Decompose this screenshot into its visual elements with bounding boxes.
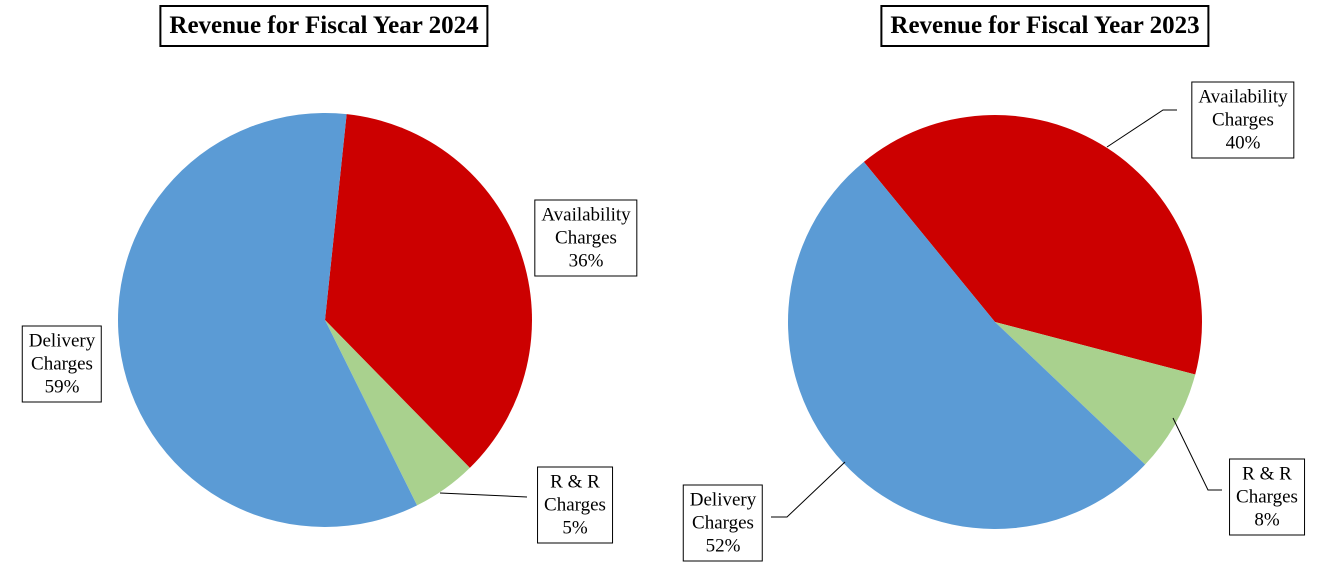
label-value: 36%	[568, 250, 604, 272]
chart-title: Revenue for Fiscal Year 2024	[159, 5, 489, 47]
data-label: Availability Charges 40%	[1191, 81, 1295, 159]
leader-line	[1106, 109, 1177, 148]
label-value: 59%	[44, 376, 80, 398]
label-value: 52%	[705, 535, 741, 557]
label-value: 40%	[1225, 132, 1261, 154]
pie-slice	[787, 161, 1146, 530]
label-name: R & R Charges	[544, 471, 606, 516]
data-label: R & R Charges 5%	[537, 466, 613, 544]
data-label: Delivery Charges 59%	[21, 325, 103, 403]
pie-slice	[117, 113, 418, 528]
pie-slice	[995, 322, 1196, 465]
pie-slice	[863, 115, 1202, 375]
pie-slice	[325, 320, 470, 506]
data-label: Delivery Charges 52%	[682, 484, 764, 562]
label-name: Delivery Charges	[689, 489, 757, 534]
data-label: R & R Charges 8%	[1229, 458, 1305, 536]
chart-title: Revenue for Fiscal Year 2023	[880, 5, 1210, 47]
label-name: Availability Charges	[1198, 86, 1288, 131]
leader-line	[771, 461, 846, 518]
leader-line	[439, 492, 528, 498]
data-label: Availability Charges 36%	[534, 199, 638, 277]
label-value: 8%	[1254, 509, 1280, 531]
label-name: Delivery Charges	[28, 330, 96, 375]
label-name: Availability Charges	[541, 204, 631, 249]
pie-slice	[325, 114, 533, 468]
leader-line	[1172, 417, 1222, 491]
label-name: R & R Charges	[1236, 463, 1298, 508]
label-value: 5%	[562, 517, 588, 539]
